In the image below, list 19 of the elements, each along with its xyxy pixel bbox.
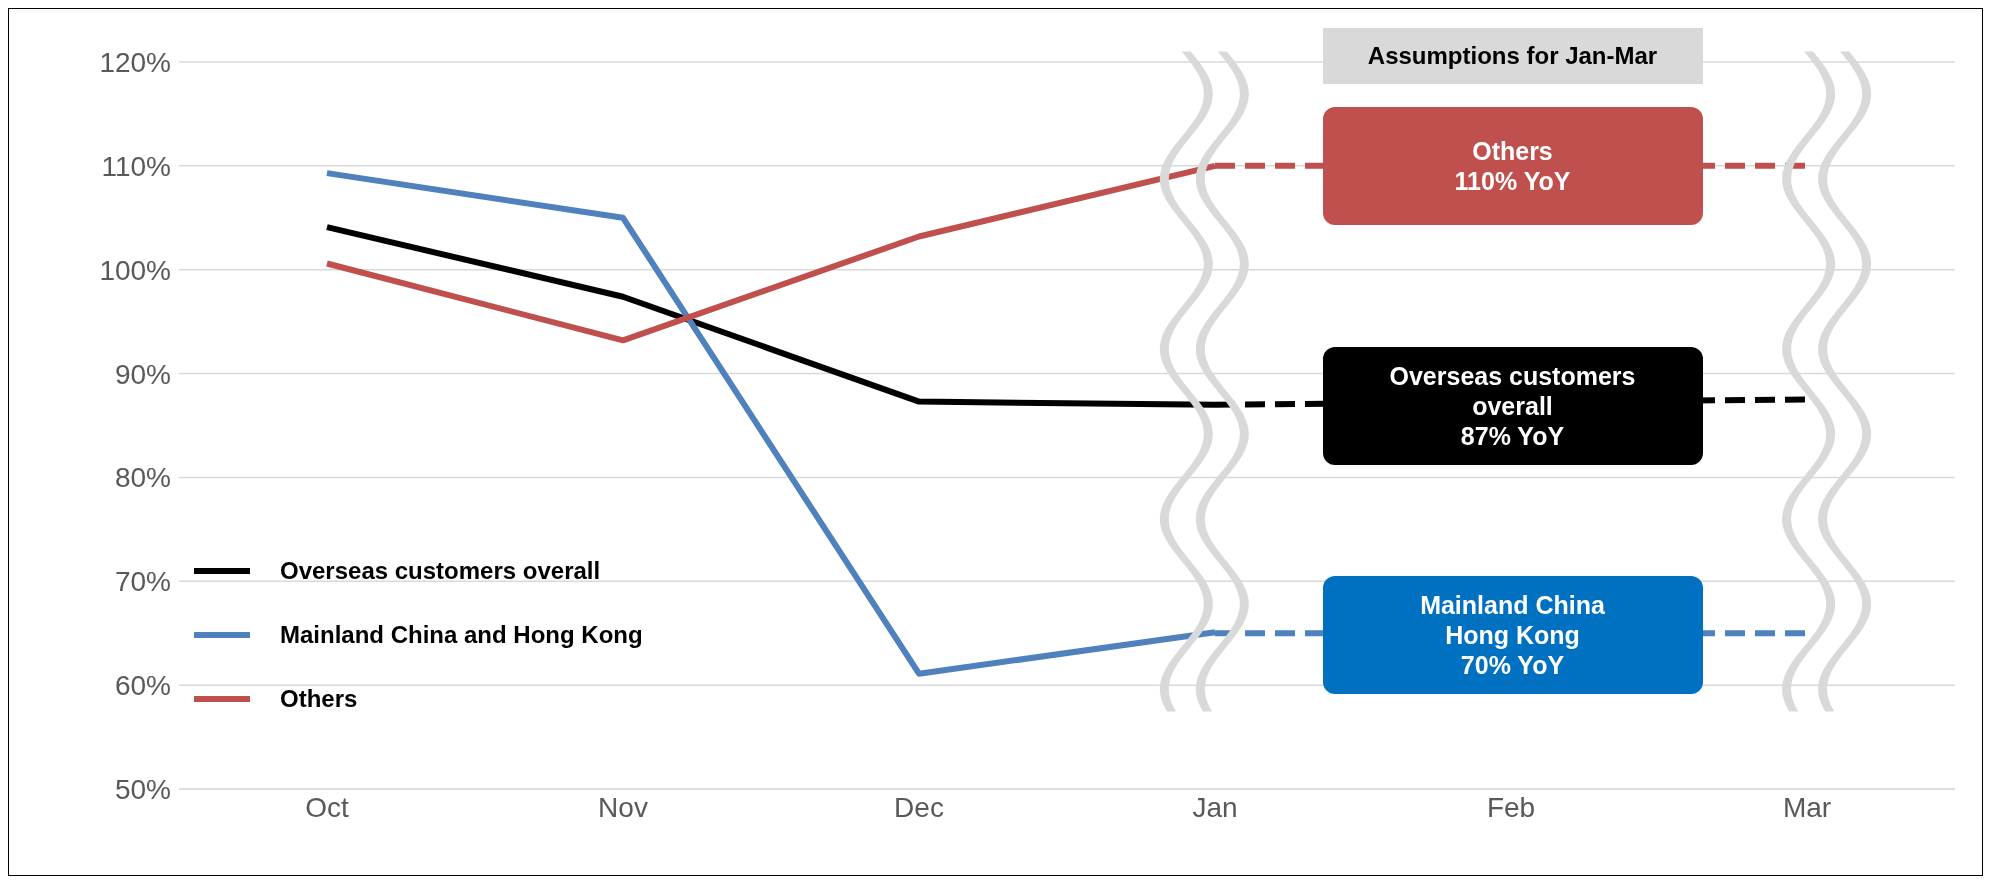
legend-label: Mainland China and Hong Kong (280, 621, 643, 649)
y-tick-label: 60% (114, 670, 171, 702)
callout-box: Mainland China Hong Kong 70% YoY (1322, 575, 1703, 694)
x-tick-label: Dec (894, 791, 944, 823)
y-tick-label: 70% (114, 566, 171, 598)
y-tick-label: 100% (99, 254, 171, 286)
header-box: Assumptions for Jan-Mar (1322, 28, 1703, 84)
x-tick-label: Mar (1782, 791, 1832, 823)
y-tick-label: 110% (101, 150, 171, 182)
y-tick-label: 90% (114, 358, 171, 390)
x-tick-label: Nov (598, 791, 648, 823)
legend-label: Overseas customers overall (280, 557, 601, 585)
x-tick-label: Oct (305, 791, 349, 823)
legend-label: Others (280, 685, 358, 713)
y-tick-label: 120% (99, 46, 171, 78)
y-tick-label: 80% (114, 462, 171, 494)
y-tick-label: 50% (114, 773, 171, 805)
x-tick-label: Feb (1486, 791, 1536, 823)
x-tick-label: Jan (1192, 791, 1238, 823)
